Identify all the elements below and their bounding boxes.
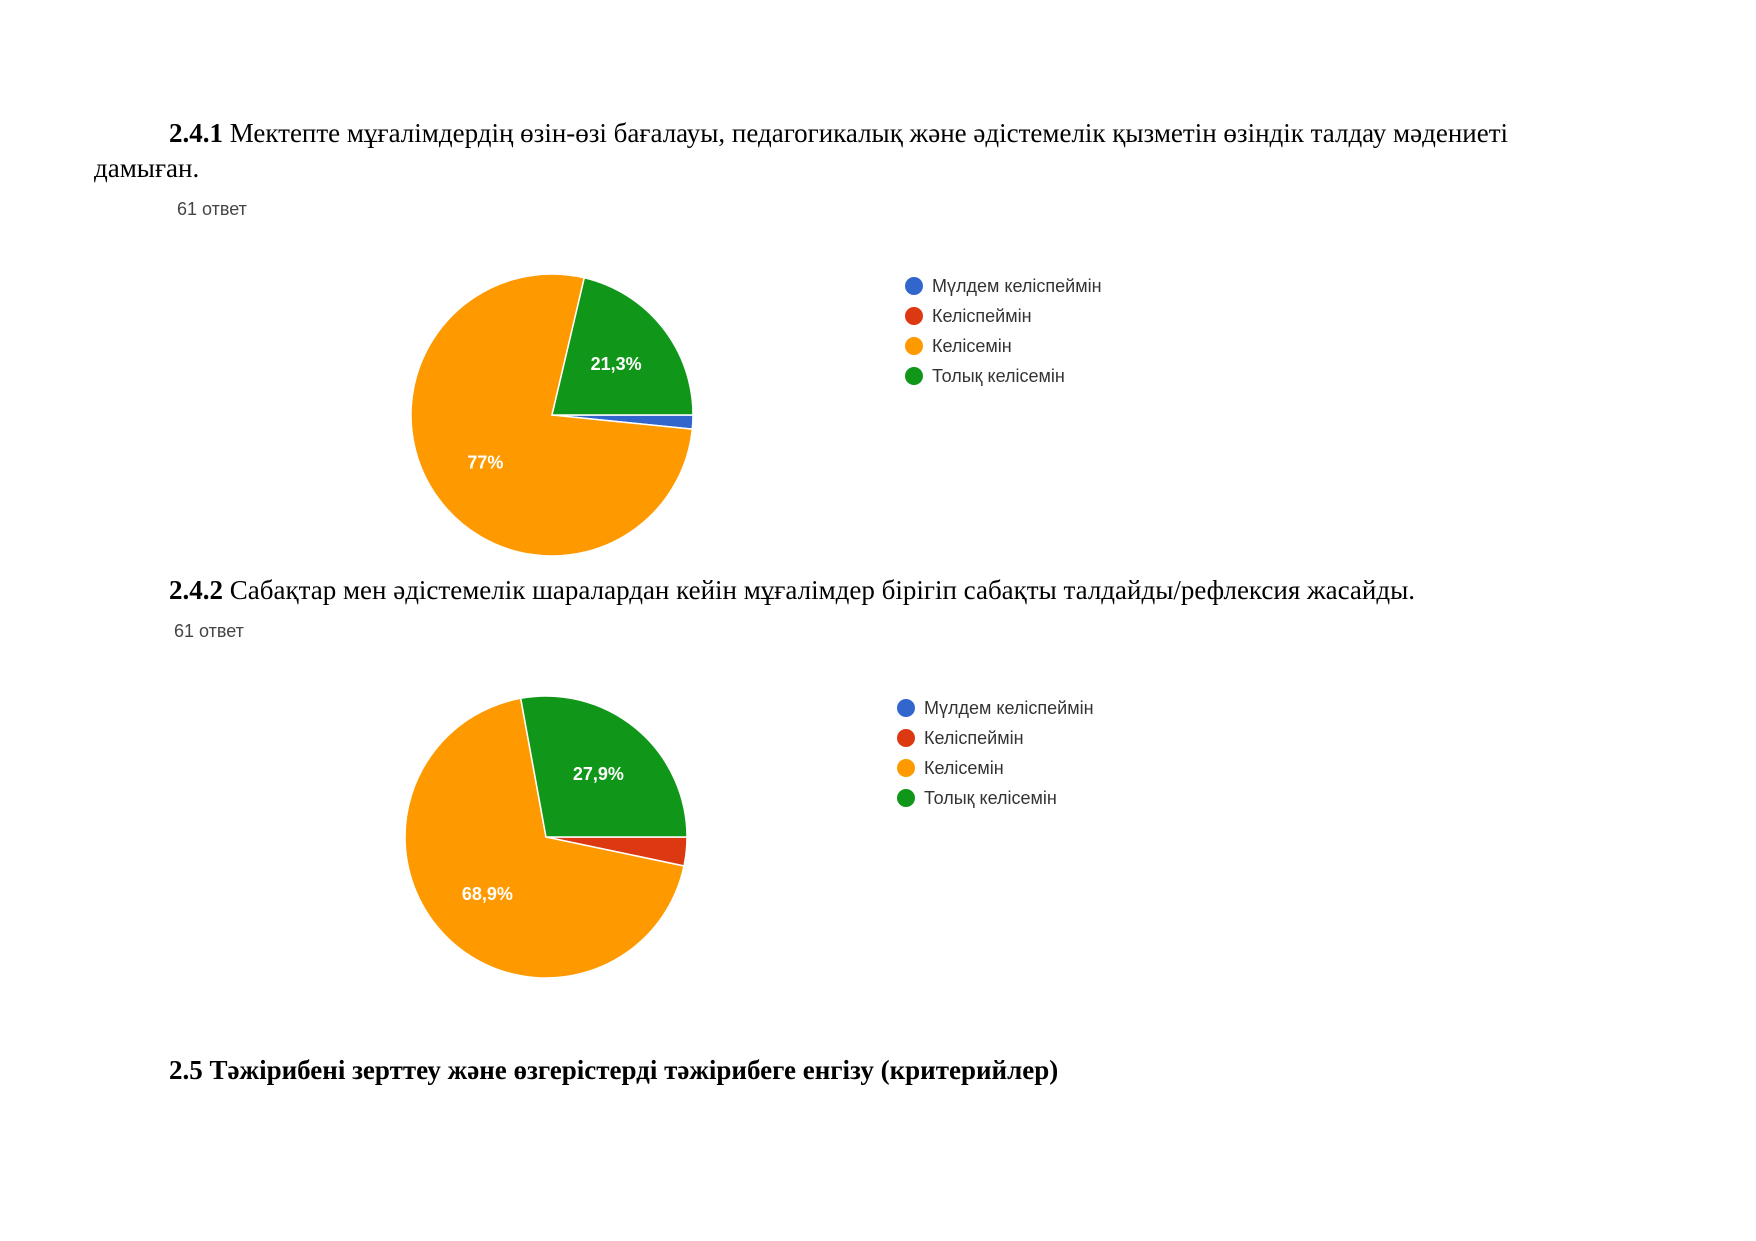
legend-label: Келісемін [924,757,1004,778]
legend-label: Келіспеймін [924,727,1024,748]
legend-label: Толық келісемін [932,365,1065,386]
pie-chart-2-4-2: 68,9% 27,9% [404,695,688,979]
question-2-4-1-text: 2.4.1 Мектепте мұғалімдердің өзін-өзі ба… [94,116,1554,186]
question-number: 2.4.1 [169,118,223,148]
legend-item: Келіспеймін [897,723,1094,753]
question-2-4-2-text: 2.4.2 Сабақтар мен әдістемелік шараларда… [169,573,1415,608]
slice-label-4: 21,3% [591,354,642,374]
legend-item: Мүлдем келіспеймін [905,271,1102,301]
legend-item: Толық келісемін [897,783,1094,813]
legend-label: Мүлдем келіспеймін [932,275,1102,296]
response-count: 61 ответ [177,199,247,219]
chart-legend-2-4-1: Мүлдем келіспеймін Келіспеймін Келісемін То… [905,271,1102,391]
section-heading: 2.5 Тәжірибені зерттеу және өзгерістерді… [169,1055,1059,1085]
legend-dot-icon [905,277,923,295]
slice-label-3: 77% [467,452,503,472]
legend-item: Келісемін [897,753,1094,783]
chart-legend-2-4-2: Мүлдем келіспеймін Келіспеймін Келісемін То… [897,693,1094,813]
legend-label: Келіспеймін [932,305,1032,326]
slice-label-3: 68,9% [462,884,513,904]
legend-item: Келіспеймін [905,301,1102,331]
legend-item: Келісемін [905,331,1102,361]
question-body: Сабақтар мен әдістемелік шаралардан кейі… [223,575,1415,605]
legend-label: Келісемін [932,335,1012,356]
pie-slice-4 [519,695,688,838]
pie-slice-3 [404,697,685,979]
pie-chart-2-4-1: 77% 21,3% [410,273,694,557]
response-count: 61 ответ [174,621,244,641]
question-body: Мектепте мұғалімдердің өзін-өзі бағалауы… [94,118,1509,183]
question-number: 2.4.2 [169,575,223,605]
legend-label: Мүлдем келіспеймін [924,697,1094,718]
legend-dot-icon [905,337,923,355]
legend-dot-icon [897,729,915,747]
legend-dot-icon [897,759,915,777]
legend-dot-icon [905,367,923,385]
slice-label-4: 27,9% [573,764,624,784]
legend-item: Мүлдем келіспеймін [897,693,1094,723]
legend-item: Толық келісемін [905,361,1102,391]
pie-slice-4 [551,276,694,416]
legend-dot-icon [905,307,923,325]
legend-dot-icon [897,789,915,807]
legend-label: Толық келісемін [924,787,1057,808]
legend-dot-icon [897,699,915,717]
